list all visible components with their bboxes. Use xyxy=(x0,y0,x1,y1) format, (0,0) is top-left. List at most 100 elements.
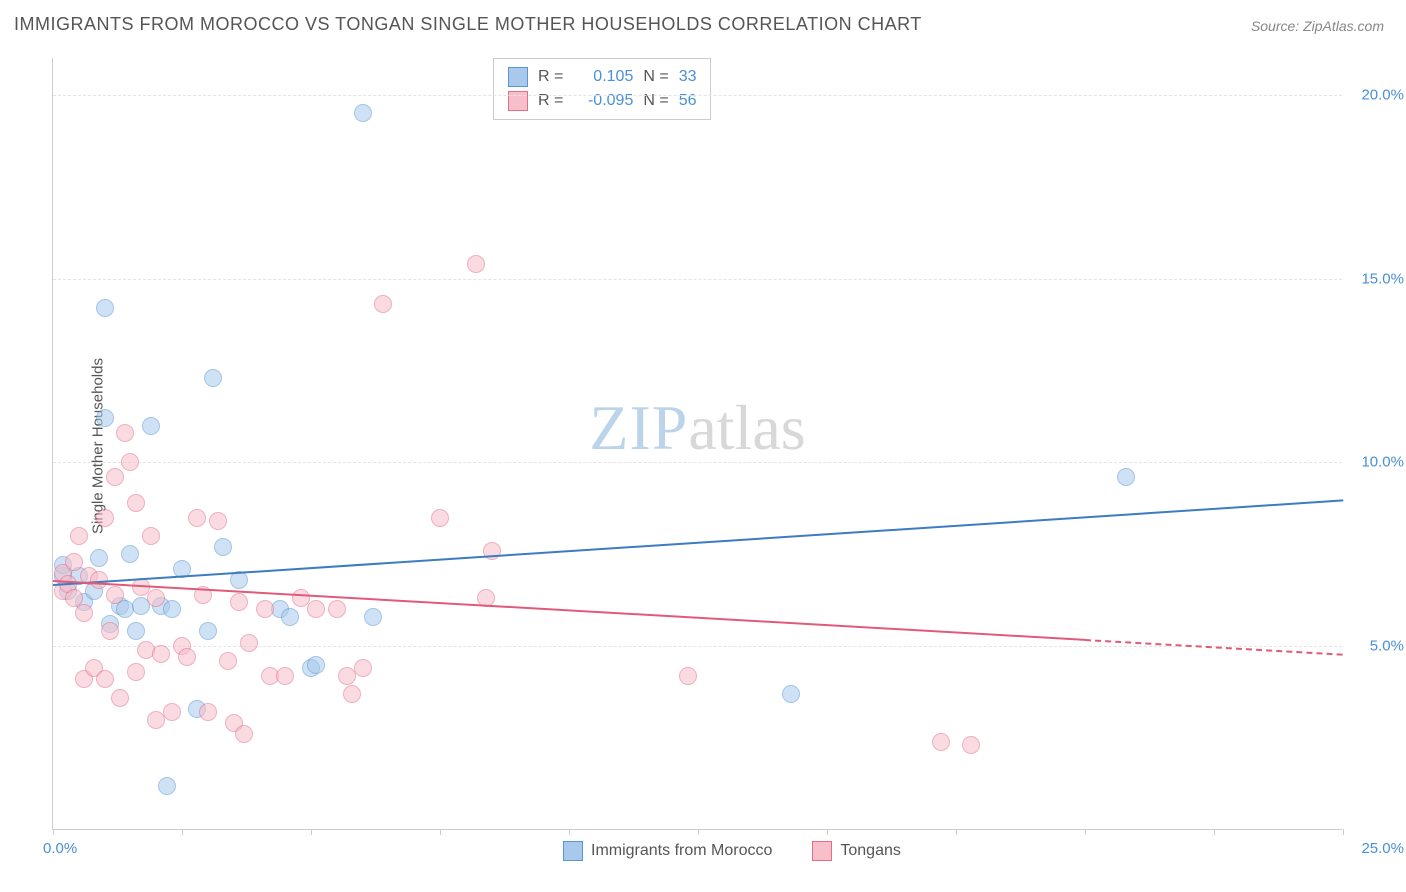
stats-row-tongans: R = -0.095 N = 56 xyxy=(508,89,696,113)
chart-container: IMMIGRANTS FROM MOROCCO VS TONGAN SINGLE… xyxy=(0,0,1406,892)
x-tick xyxy=(1214,829,1215,835)
n-value-tongans: 56 xyxy=(679,89,697,113)
stats-legend-box: R = 0.105 N = 33 R = -0.095 N = 56 xyxy=(493,58,711,120)
swatch-morocco xyxy=(563,841,583,861)
n-label: N = xyxy=(643,65,668,89)
plot-area: ZIPatlas R = 0.105 N = 33 R = -0.095 N =… xyxy=(52,58,1342,830)
scatter-point-tongans xyxy=(276,667,294,685)
y-tick-label: 15.0% xyxy=(1361,270,1404,287)
scatter-point-tongans xyxy=(431,509,449,527)
scatter-point-tongans xyxy=(106,468,124,486)
scatter-point-morocco xyxy=(1117,468,1135,486)
scatter-point-tongans xyxy=(142,527,160,545)
scatter-point-tongans xyxy=(235,725,253,743)
watermark: ZIPatlas xyxy=(589,391,805,465)
scatter-point-tongans xyxy=(96,509,114,527)
scatter-point-tongans xyxy=(96,670,114,688)
scatter-point-tongans xyxy=(932,733,950,751)
x-tick-label-min: 0.0% xyxy=(43,840,77,857)
trend-line xyxy=(53,499,1343,586)
grid-line xyxy=(53,462,1342,463)
scatter-point-tongans xyxy=(178,648,196,666)
scatter-point-morocco xyxy=(364,608,382,626)
r-label: R = xyxy=(538,89,563,113)
x-tick-label-max: 25.0% xyxy=(1361,840,1404,857)
scatter-point-tongans xyxy=(75,604,93,622)
scatter-point-tongans xyxy=(70,527,88,545)
scatter-point-morocco xyxy=(127,622,145,640)
x-tick xyxy=(53,829,54,835)
legend-label-morocco: Immigrants from Morocco xyxy=(591,842,772,860)
x-tick xyxy=(698,829,699,835)
y-tick-label: 5.0% xyxy=(1370,638,1404,655)
x-tick xyxy=(956,829,957,835)
scatter-point-tongans xyxy=(230,593,248,611)
watermark-zip: ZIP xyxy=(589,392,688,463)
scatter-point-tongans xyxy=(962,736,980,754)
scatter-point-tongans xyxy=(307,600,325,618)
legend-label-tongans: Tongans xyxy=(840,842,901,860)
scatter-point-morocco xyxy=(158,777,176,795)
scatter-point-tongans xyxy=(152,645,170,663)
legend-bottom: Immigrants from Morocco Tongans xyxy=(563,841,901,861)
r-label: R = xyxy=(538,65,563,89)
scatter-point-tongans xyxy=(101,622,119,640)
scatter-point-tongans xyxy=(65,553,83,571)
scatter-point-morocco xyxy=(96,299,114,317)
scatter-point-morocco xyxy=(307,656,325,674)
scatter-point-tongans xyxy=(328,600,346,618)
scatter-point-tongans xyxy=(240,634,258,652)
scatter-point-morocco xyxy=(90,549,108,567)
scatter-point-tongans xyxy=(343,685,361,703)
watermark-atlas: atlas xyxy=(688,392,805,463)
scatter-point-morocco xyxy=(142,417,160,435)
r-value-tongans: -0.095 xyxy=(573,89,633,113)
x-tick xyxy=(1343,829,1344,835)
grid-line xyxy=(53,279,1342,280)
y-tick-label: 10.0% xyxy=(1361,454,1404,471)
scatter-point-morocco xyxy=(163,600,181,618)
x-tick xyxy=(569,829,570,835)
legend-item-tongans: Tongans xyxy=(812,841,901,861)
scatter-point-morocco xyxy=(281,608,299,626)
scatter-point-tongans xyxy=(121,453,139,471)
x-tick xyxy=(440,829,441,835)
n-label: N = xyxy=(643,89,668,113)
scatter-point-morocco xyxy=(96,409,114,427)
scatter-point-morocco xyxy=(782,685,800,703)
x-tick xyxy=(182,829,183,835)
scatter-point-tongans xyxy=(209,512,227,530)
x-tick xyxy=(311,829,312,835)
n-value-morocco: 33 xyxy=(679,65,697,89)
scatter-point-tongans xyxy=(188,509,206,527)
y-tick-label: 20.0% xyxy=(1361,86,1404,103)
scatter-point-tongans xyxy=(467,255,485,273)
swatch-morocco xyxy=(508,67,528,87)
scatter-point-tongans xyxy=(199,703,217,721)
scatter-point-morocco xyxy=(214,538,232,556)
legend-item-morocco: Immigrants from Morocco xyxy=(563,841,772,861)
grid-line xyxy=(53,95,1342,96)
scatter-point-tongans xyxy=(256,600,274,618)
source-attribution: Source: ZipAtlas.com xyxy=(1251,18,1384,34)
scatter-point-tongans xyxy=(679,667,697,685)
scatter-point-morocco xyxy=(204,369,222,387)
r-value-morocco: 0.105 xyxy=(573,65,633,89)
swatch-tongans xyxy=(812,841,832,861)
scatter-point-tongans xyxy=(163,703,181,721)
scatter-point-tongans xyxy=(219,652,237,670)
scatter-point-tongans xyxy=(127,663,145,681)
scatter-point-tongans xyxy=(111,689,129,707)
stats-row-morocco: R = 0.105 N = 33 xyxy=(508,65,696,89)
x-tick xyxy=(827,829,828,835)
scatter-point-tongans xyxy=(354,659,372,677)
chart-title: IMMIGRANTS FROM MOROCCO VS TONGAN SINGLE… xyxy=(14,14,922,35)
scatter-point-morocco xyxy=(121,545,139,563)
scatter-point-tongans xyxy=(127,494,145,512)
scatter-point-tongans xyxy=(106,586,124,604)
scatter-point-tongans xyxy=(116,424,134,442)
scatter-point-tongans xyxy=(147,589,165,607)
scatter-point-morocco xyxy=(199,622,217,640)
x-tick xyxy=(1085,829,1086,835)
scatter-point-morocco xyxy=(354,104,372,122)
